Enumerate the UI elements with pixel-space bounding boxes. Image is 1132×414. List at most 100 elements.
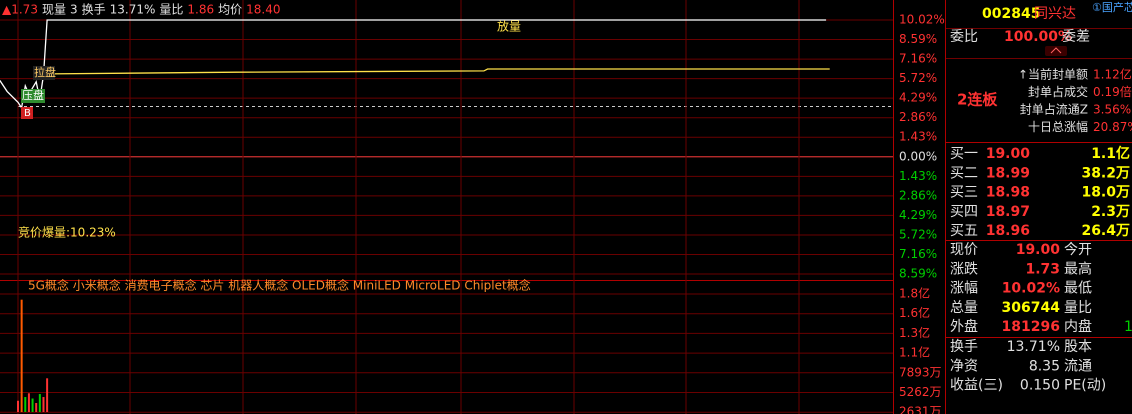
price-axis-label: 8.59% (899, 32, 937, 46)
seal-label: ↑当前封单额 (1018, 67, 1088, 82)
header-item: 18.40 (246, 3, 280, 17)
finance-label: PE(动) (1064, 378, 1106, 394)
volume-axis-label: 2631万 (899, 405, 942, 414)
finance-value: 0.150 (1020, 378, 1060, 394)
concept-list: 5G概念 小米概念 消费电子概念 芯片 机器人概念 OLED概念 MiniLED… (28, 278, 531, 293)
price-axis-label: 0.00% (899, 149, 937, 163)
bid-price: 18.98 (986, 185, 1030, 201)
board-count: 2连板 (957, 91, 998, 109)
stat-label: 最高 (1064, 260, 1092, 277)
marker-buy: B (24, 108, 31, 119)
finance-label: 收益(三) (950, 378, 1003, 394)
price-axis-label: 7.16% (899, 247, 937, 261)
finance-label: 净资 (950, 358, 978, 374)
bid-price: 19.00 (986, 146, 1031, 162)
price-axis-label: 5.72% (899, 71, 937, 85)
volume-axis-label: 1.3亿 (899, 325, 930, 340)
bid-price: 18.99 (986, 165, 1030, 181)
bid-label: 买五 (950, 223, 978, 239)
volume-axis-label: 7893万 (899, 365, 942, 379)
header-item: ▲1.73 (2, 3, 38, 17)
price-axis-label: 7.16% (899, 52, 937, 66)
marker-down: 压盘 (22, 88, 44, 102)
stat-label: 量比 (1064, 300, 1092, 316)
bid-volume: 1.1亿 (1091, 145, 1130, 162)
seal-value: 0.19倍 (1093, 84, 1132, 99)
price-axis-label: 1.43% (899, 130, 937, 144)
price-axis-label: 5.72% (899, 227, 937, 241)
finance-label: 换手 (950, 338, 978, 355)
bid-label: 买三 (950, 185, 978, 201)
volume-bar (24, 397, 27, 412)
bid-label: 买一 (950, 146, 978, 162)
header-item: 量比 (159, 3, 183, 17)
seal-label: 十日总涨幅 (1028, 119, 1088, 134)
volume-bar (35, 403, 38, 412)
finance-label: 股本 (1064, 339, 1092, 355)
seal-value: 20.87% (1093, 120, 1132, 134)
finance-value: 8.35 (1029, 358, 1060, 374)
price-axis-label: 4.29% (899, 91, 937, 105)
finance-value: 13.71% (1007, 339, 1060, 355)
stat-label: 总量 (950, 300, 978, 316)
header-item: 均价 (218, 3, 242, 17)
volume-bar (27, 393, 30, 412)
bid-price: 18.97 (986, 204, 1030, 220)
volume-axis-label: 1.1亿 (899, 345, 930, 360)
stat-value: 10.02% (1002, 281, 1060, 297)
ratio-value: 100.00% (1004, 29, 1072, 45)
bid-volume: 2.3万 (1091, 204, 1130, 220)
price-axis-label: 4.29% (899, 208, 937, 222)
volume-axis-label: 1.6亿 (899, 305, 930, 320)
price-axis-label: 8.59% (899, 267, 937, 281)
price-axis-label: 2.86% (899, 110, 937, 124)
bid-label: 买四 (950, 204, 978, 220)
header-item: 13.71% (110, 3, 156, 17)
seal-label: 封单占流通Z (1020, 102, 1088, 117)
marker-box (33, 66, 55, 80)
auction-note: 竞价爆量:10.23% (18, 226, 116, 240)
volume-axis-label: 5262万 (899, 385, 942, 399)
volume-bar (31, 398, 34, 412)
finance-label: 流通 (1064, 358, 1092, 374)
volume-bar (20, 299, 23, 412)
volume-axis-label: 1.8亿 (899, 286, 930, 301)
volume-bar (17, 400, 19, 412)
volume-bar (38, 394, 41, 412)
header-item: 换手 (82, 3, 106, 17)
stock-name: 同兴达 (1034, 6, 1076, 22)
stat-label: 涨跌 (950, 261, 978, 277)
stat-value: 181296 (1002, 319, 1060, 335)
stat-value: 1 (1124, 319, 1132, 335)
ratio-label: 委比 (950, 29, 978, 45)
marker-up: 拉盘 (34, 65, 56, 79)
stat-label: 最低 (1064, 281, 1092, 297)
volume-bar (42, 397, 45, 412)
stat-value: 1.73 (1025, 261, 1060, 277)
stat-label: 现价 (950, 242, 978, 258)
volume-tag: 放量 (497, 19, 521, 34)
stock-code: 002845 (982, 6, 1040, 22)
collapse-button[interactable] (1045, 46, 1067, 56)
stat-label: 内盘 (1064, 318, 1092, 335)
marker-box (21, 107, 33, 119)
marker-box (21, 89, 45, 103)
ratio-diff-label: 委差 (1062, 29, 1090, 45)
seal-label: 封单占成交 (1028, 84, 1088, 99)
header-item: 现量 (42, 3, 66, 17)
volume-bar (46, 378, 49, 412)
stat-value: 19.00 (1016, 242, 1061, 258)
average-line (36, 68, 830, 75)
price-axis-label: 10.02% (899, 13, 945, 27)
price-axis-label: 1.43% (899, 169, 937, 183)
collapse-icon (1050, 47, 1062, 54)
header-item: 3 (70, 3, 78, 17)
stat-label: 今开 (1064, 242, 1092, 258)
seal-value: 1.12亿 (1093, 67, 1132, 82)
bid-volume: 38.2万 (1081, 165, 1130, 181)
stat-value: 306744 (1002, 300, 1061, 316)
seal-value: 3.56% (1093, 103, 1131, 117)
bid-label: 买二 (950, 165, 978, 181)
